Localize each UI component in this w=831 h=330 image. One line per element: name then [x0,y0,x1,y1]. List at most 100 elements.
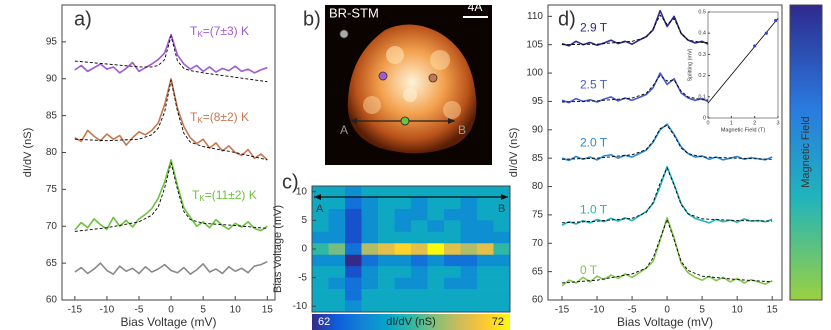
heatmap-cell [361,231,379,244]
heatmap-cell [460,220,478,233]
series-label: 2.9 T [580,21,608,35]
heatmap-cell [493,197,511,210]
scale-label: 4Å [468,0,483,14]
x-tick-label: 10 [230,305,242,316]
x-axis-label: Magnetic Field (T) [721,127,765,133]
heatmap-cell [394,197,412,210]
y-tick-label: 90 [46,73,58,84]
heatmap-cell [345,254,362,267]
x-tick-label: 0 [168,305,174,316]
x-tick-label: -15 [555,305,570,316]
heatmap-cell [411,231,428,244]
heatmap-cell [411,208,428,221]
y-axis-label: dI/dV (nS) [22,128,34,178]
fit-line [561,74,773,103]
point-label: B [458,123,466,137]
heatmap-cell [477,197,494,210]
x-tick-label: 5 [699,305,705,316]
heatmap-cell [427,186,445,198]
y-tick-label: 80 [532,181,544,192]
heatmap-cell [394,277,412,290]
heatmap-cell [328,243,346,256]
heatmap-cell [427,277,445,290]
heatmap-cell [444,300,461,313]
y-tick-label: 65 [532,266,544,277]
series-label: 1.0 T [580,202,608,216]
heatmap-cell [394,186,412,198]
annotation-rest: =(7±3) K [203,24,249,38]
heatmap-cell [361,277,379,290]
heatmap-cell [345,197,362,210]
x-tick-label: 1 [730,120,733,126]
heatmap-cell [427,300,445,313]
heatmap-cell [411,289,428,301]
heatmap-cell [328,186,346,198]
heatmap-cell [444,231,461,244]
heatmap-cell [345,300,362,313]
heatmap-cell [477,208,494,221]
y-tick-label: 5 [301,215,307,226]
y-tick-label: 60 [532,295,544,306]
heatmap-cell [427,289,445,301]
heatmap-cell [427,231,445,244]
x-tick-label: 3 [776,120,779,126]
heatmap-cell [394,231,412,244]
y-tick-label: -10 [293,301,308,312]
fit-line [561,167,773,224]
heatmap-cell [378,220,395,233]
heatmap-cell [361,197,379,210]
y-tick-label: -5 [298,272,307,283]
heatmap-cell [477,277,494,290]
colorbar-label: dI/dV (nS) [386,316,436,328]
panel-label: a) [74,8,92,30]
heatmap-cell [361,220,379,233]
x-tick-label: -5 [628,305,637,316]
heatmap-cell [411,266,428,278]
heatmap-cell [312,277,329,290]
heatmap-cell [394,254,412,267]
heatmap-cell [444,208,461,221]
heatmap-cell [427,266,445,278]
heatmap-cell [444,197,461,210]
stm-image [325,5,492,165]
heatmap-cell [361,254,379,267]
heatmap-cell [460,289,478,301]
heatmap-cells [312,186,511,313]
y-tick-label: 70 [532,238,544,249]
heatmap-cell [411,254,428,267]
y-tick-label: 0.3 [698,52,706,58]
y-axis-label: dI/dV (nS) [508,128,520,178]
heatmap-cell [345,243,362,256]
heatmap-cell [411,277,428,290]
heatmap-cell [394,208,412,221]
heatmap-cell [427,197,445,210]
heatmap-cell [328,208,346,221]
heatmap-cell [411,220,428,233]
heatmap-cell [427,220,445,233]
heatmap-cell [361,266,379,278]
y-tick-label: 70 [46,221,58,232]
heatmap-cell [361,289,379,301]
x-tick-label: -5 [135,305,144,316]
heatmap-cell [361,186,379,198]
heatmap-cell [312,254,329,267]
y-tick-label: 10 [296,186,308,197]
heatmap-cell [444,266,461,278]
annotation: TK=(11±2) K [192,188,257,203]
x-tick-label: 15 [767,305,779,316]
heatmap-cell [493,186,511,198]
heatmap-cell [345,186,362,198]
x-tick-label: -10 [100,305,115,316]
heatmap-cell [427,208,445,221]
data-line [74,77,268,161]
fit-line [561,218,773,284]
fit-line [562,14,773,46]
x-tick-label: 15 [262,305,274,316]
annotation-rest: =(11±2) K [205,188,257,202]
data-line [561,123,773,162]
heatmap-cell [394,243,412,256]
heatmap-cell [328,300,346,313]
heatmap-cell [312,208,329,221]
field-colorbar [789,4,823,301]
